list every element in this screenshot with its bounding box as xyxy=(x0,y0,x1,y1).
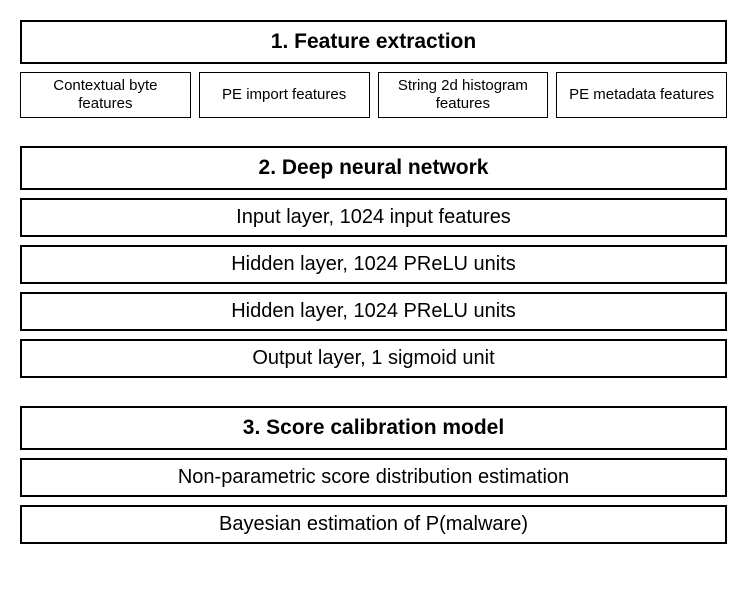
feature-box: PE import features xyxy=(199,72,370,118)
section-header: 1. Feature extraction xyxy=(20,20,727,64)
section-neural-network: 2. Deep neural network Input layer, 1024… xyxy=(20,146,727,378)
layer-box: Hidden layer, 1024 PReLU units xyxy=(20,292,727,331)
section-header: 2. Deep neural network xyxy=(20,146,727,190)
feature-row: Contextual byte features PE import featu… xyxy=(20,72,727,118)
layer-box: Bayesian estimation of P(malware) xyxy=(20,505,727,544)
section-feature-extraction: 1. Feature extraction Contextual byte fe… xyxy=(20,20,727,118)
section-score-calibration: 3. Score calibration model Non-parametri… xyxy=(20,406,727,544)
layer-box: Hidden layer, 1024 PReLU units xyxy=(20,245,727,284)
section-header: 3. Score calibration model xyxy=(20,406,727,450)
feature-box: String 2d histogram features xyxy=(378,72,549,118)
feature-box: PE metadata features xyxy=(556,72,727,118)
layer-box: Output layer, 1 sigmoid unit xyxy=(20,339,727,378)
layer-box: Input layer, 1024 input features xyxy=(20,198,727,237)
layer-box: Non-parametric score distribution estima… xyxy=(20,458,727,497)
feature-box: Contextual byte features xyxy=(20,72,191,118)
